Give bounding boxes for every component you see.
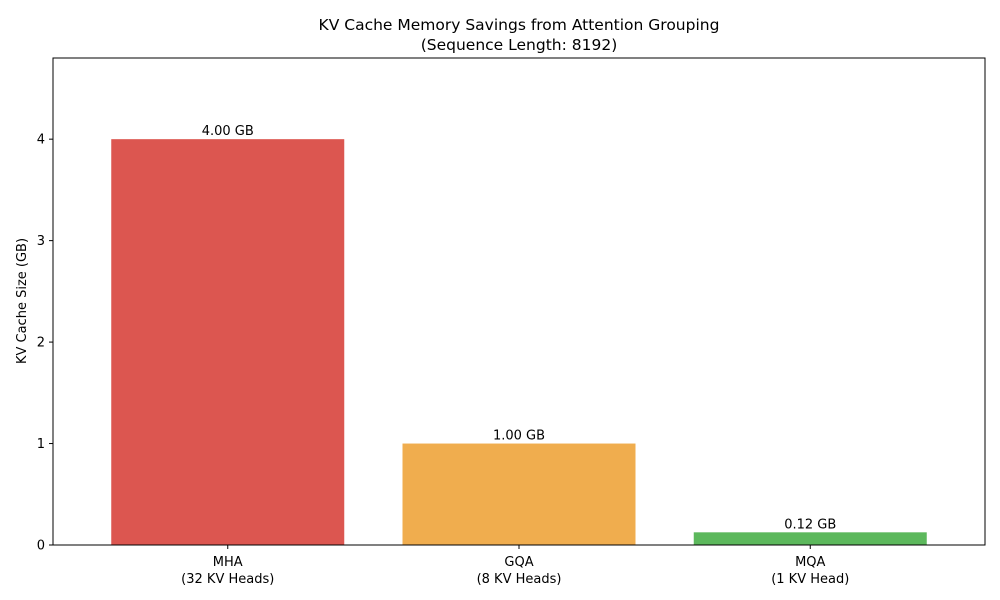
x-tick-label-mha: MHA	[213, 555, 243, 570]
chart-title: KV Cache Memory Savings from Attention G…	[319, 16, 720, 34]
y-tick-label: 1	[37, 437, 45, 452]
bar-gqa	[402, 443, 636, 545]
chart-subtitle: (Sequence Length: 8192)	[421, 36, 618, 54]
y-tick-label: 2	[37, 336, 45, 351]
value-label-gqa: 1.00 GB	[493, 429, 545, 444]
value-label-mha: 4.00 GB	[202, 124, 254, 139]
bar-mha	[111, 139, 345, 545]
plot-frame	[52, 57, 986, 546]
y-tick-label: 4	[37, 133, 45, 148]
y-ticks-layer: 0 1 2 3 4	[37, 133, 53, 554]
x-tick-detail-mha: (32 KV Heads)	[181, 572, 274, 587]
value-label-mqa: 0.12 GB	[784, 517, 836, 532]
x-tick-detail-mqa: (1 KV Head)	[771, 572, 849, 587]
value-labels-layer: 4.00 GB 1.00 GB 0.12 GB	[202, 124, 837, 532]
x-tick-label-mqa: MQA	[795, 555, 825, 570]
x-tick-detail-gqa: (8 KV Heads)	[477, 572, 562, 587]
x-ticks-layer: MHA (32 KV Heads) GQA (8 KV Heads) MQA (1 KV …	[181, 545, 849, 587]
y-axis-label: KV Cache Size (GB)	[15, 238, 30, 364]
bars-layer	[111, 139, 927, 545]
x-tick-label-gqa: GQA	[504, 555, 533, 570]
y-tick-label: 3	[37, 234, 45, 249]
y-tick-label: 0	[37, 539, 45, 554]
bar-mqa	[693, 532, 927, 545]
